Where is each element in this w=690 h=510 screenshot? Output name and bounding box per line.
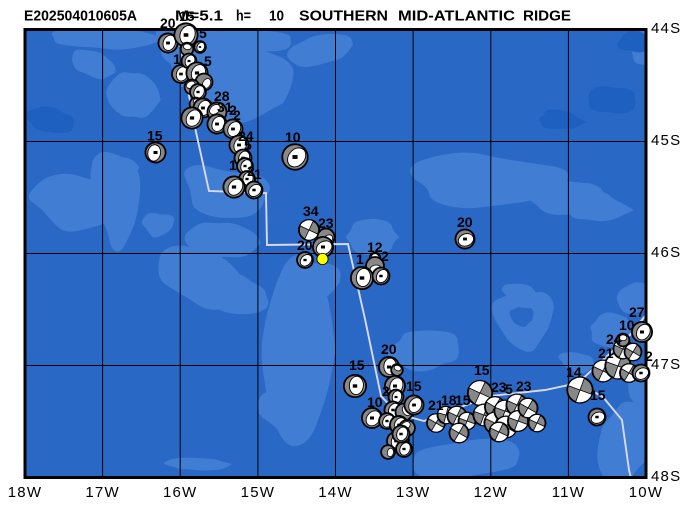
svg-text:1: 1 — [173, 51, 181, 67]
svg-text:48S: 48S — [651, 468, 681, 485]
svg-text:21: 21 — [598, 345, 614, 361]
svg-text:12: 12 — [367, 239, 383, 255]
svg-text:1: 1 — [254, 166, 262, 182]
svg-text:21: 21 — [428, 397, 444, 413]
svg-text:h=: h= — [236, 9, 251, 25]
svg-text:14W: 14W — [318, 484, 352, 501]
svg-text:23: 23 — [516, 378, 532, 394]
svg-text:14: 14 — [566, 364, 582, 380]
svg-text:E202504010605A: E202504010605A — [24, 9, 138, 25]
svg-text:10: 10 — [367, 394, 383, 410]
svg-text:15: 15 — [474, 362, 490, 378]
svg-text:10: 10 — [285, 129, 301, 145]
svg-text:15: 15 — [590, 387, 606, 403]
svg-text:15: 15 — [406, 378, 422, 394]
svg-text:5: 5 — [204, 53, 212, 69]
svg-text:16W: 16W — [163, 484, 197, 501]
svg-text:12W: 12W — [474, 484, 508, 501]
svg-text:MID-ATLANTIC: MID-ATLANTIC — [398, 9, 516, 25]
svg-text:34: 34 — [303, 203, 319, 219]
svg-text:13W: 13W — [396, 484, 430, 501]
svg-text:2: 2 — [229, 102, 237, 118]
svg-text:2: 2 — [645, 348, 653, 364]
svg-text:5: 5 — [244, 137, 252, 153]
svg-text:24: 24 — [606, 331, 622, 347]
svg-text:46S: 46S — [651, 244, 681, 261]
svg-text:23: 23 — [318, 215, 334, 231]
svg-text:5: 5 — [505, 381, 513, 397]
svg-text:15: 15 — [179, 8, 195, 24]
svg-text:15: 15 — [147, 128, 163, 144]
svg-text:47S: 47S — [651, 356, 681, 373]
svg-text:27: 27 — [629, 304, 645, 320]
svg-text:15: 15 — [455, 392, 471, 408]
svg-text:SOUTHERN: SOUTHERN — [299, 9, 388, 25]
svg-text:18: 18 — [441, 392, 457, 408]
svg-text:31: 31 — [217, 99, 233, 115]
svg-text:28: 28 — [214, 88, 230, 104]
svg-text:2: 2 — [247, 163, 255, 179]
svg-text:18W: 18W — [8, 484, 42, 501]
svg-text:2: 2 — [382, 383, 390, 399]
svg-text:2: 2 — [381, 248, 389, 264]
svg-text:20: 20 — [297, 237, 313, 253]
svg-text:11W: 11W — [552, 484, 585, 501]
svg-text:17W: 17W — [85, 484, 119, 501]
svg-text:44S: 44S — [651, 20, 681, 37]
svg-text:24: 24 — [238, 128, 254, 144]
svg-text:10W: 10W — [629, 484, 663, 501]
svg-text:15: 15 — [349, 357, 365, 373]
svg-text:10: 10 — [619, 317, 635, 333]
svg-text:10: 10 — [269, 9, 284, 25]
svg-text:2: 2 — [233, 107, 241, 123]
svg-text:1: 1 — [356, 251, 364, 267]
svg-text:RIDGE: RIDGE — [523, 9, 571, 25]
svg-text:23: 23 — [491, 379, 507, 395]
svg-text:5: 5 — [199, 25, 207, 41]
svg-text:20: 20 — [160, 15, 176, 31]
svg-text:1: 1 — [229, 157, 237, 173]
svg-text:M=5.1: M=5.1 — [175, 9, 223, 25]
svg-text:20: 20 — [381, 341, 397, 357]
svg-text:15W: 15W — [241, 484, 275, 501]
svg-text:45S: 45S — [651, 132, 681, 149]
svg-text:20: 20 — [457, 214, 473, 230]
